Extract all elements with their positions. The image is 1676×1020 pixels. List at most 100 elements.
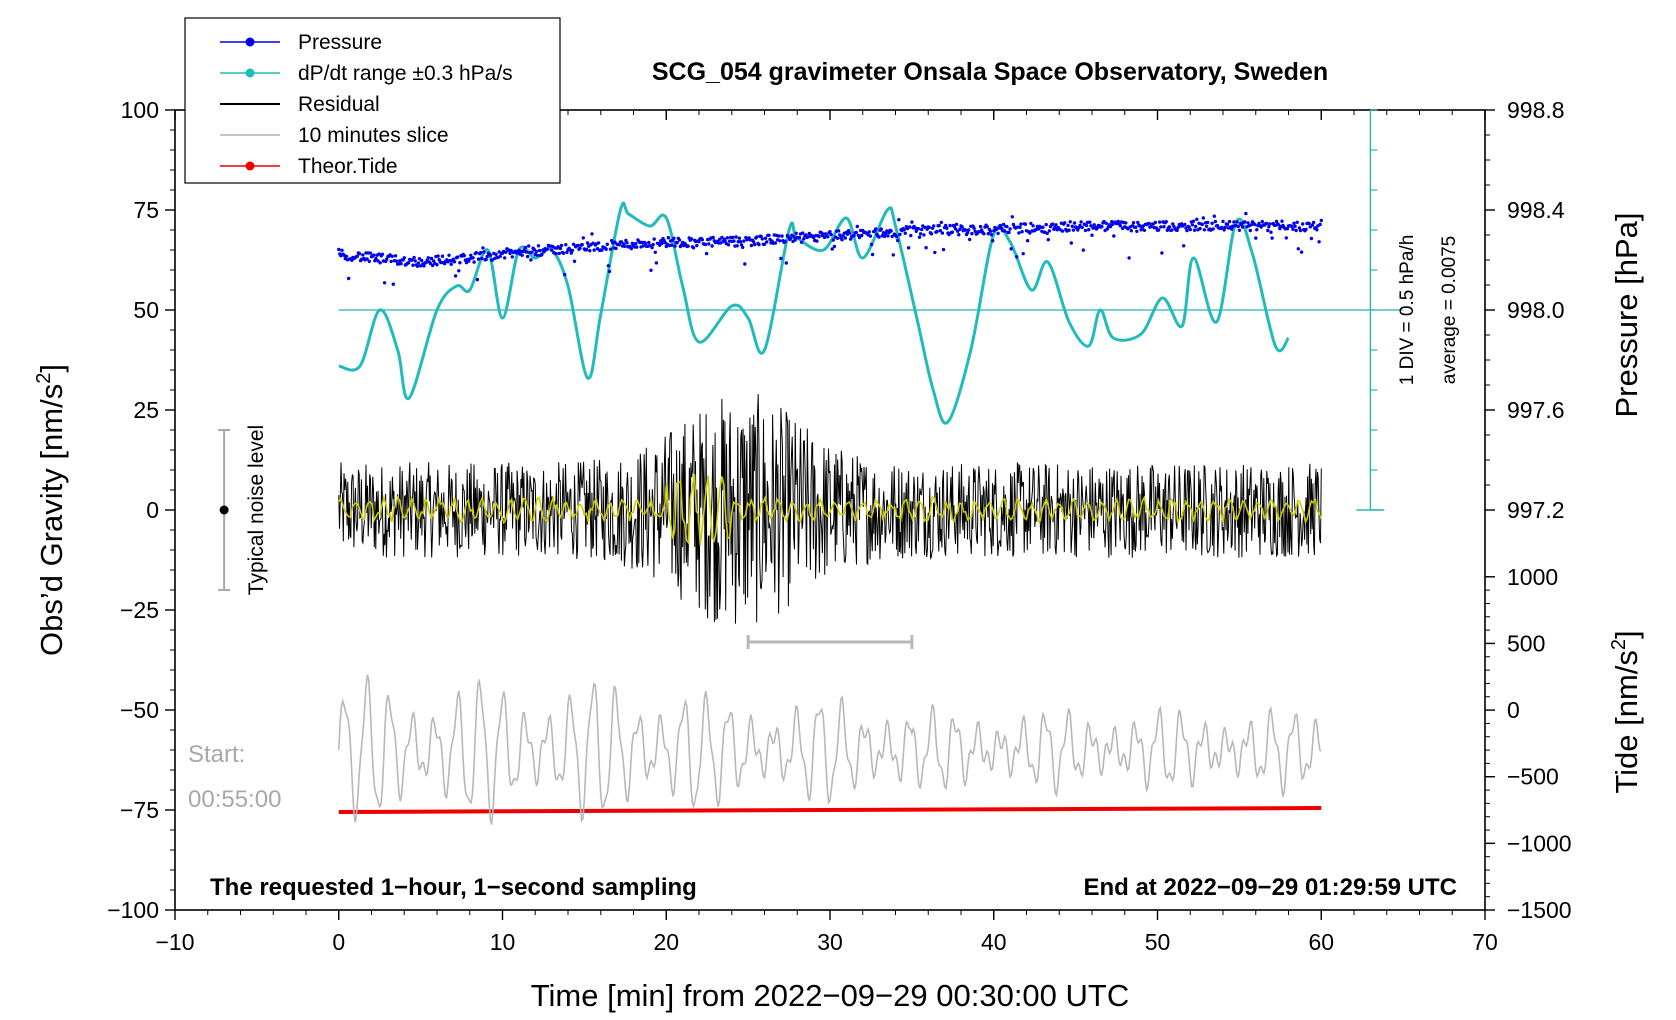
pressure-point [855,224,859,229]
pressure-point [924,246,928,250]
y-axis-tide: 1000 500 0 −500 −1000 −1500 [1485,564,1572,923]
pressure-point [440,254,445,258]
pressure-point [613,240,617,244]
pressure-point [908,225,912,229]
pressure-point [1088,220,1092,224]
pressure-point [1079,220,1083,224]
pressure-point [1241,225,1245,229]
pressure-point [1009,247,1013,251]
pressure-point [726,243,731,247]
pressure-point [909,233,913,238]
pressure-point [1156,228,1161,232]
legend: Pressure dP/dt range ±0.3 hPa/s Residual 10… [184,17,561,184]
noise-level-label: Typical noise level [245,425,268,595]
pressure-point [1202,228,1207,232]
pressure-point [794,231,798,235]
pressure-point [973,229,977,233]
pressure-point [1126,227,1130,231]
pressure-point [938,229,942,233]
pressure-point [948,223,952,228]
pressure-tick-label: 997.2 [1507,497,1565,523]
pressure-point [686,244,690,248]
pressure-point [841,234,845,238]
pressure-point [452,260,457,264]
pressure-point [1108,224,1113,229]
pressure-point [340,248,344,252]
pressure-point [1135,229,1139,233]
dpdt-average-label: average = 0.0075 [1439,236,1460,384]
pressure-point [1259,225,1263,229]
pressure-point [737,236,742,240]
pressure-point [932,224,936,228]
pressure-point [1221,219,1225,224]
series-layer [337,201,1324,825]
legend-label: Residual [298,93,380,116]
pressure-point [916,227,921,231]
pressure-point [762,242,767,246]
pressure-point [659,239,663,243]
x-axis-label: Time [min] from 2022−09−29 00:30:00 UTC [531,978,1130,1013]
pressure-point [783,239,787,244]
pressure-point [1160,251,1164,255]
pressure-point [944,223,948,228]
pressure-point [1015,255,1019,259]
pressure-point [542,250,546,254]
pressure-point [840,238,844,242]
tide-tick-label: 1000 [1507,564,1558,590]
pressure-point [1023,222,1028,226]
pressure-point [406,261,411,265]
pressure-point [891,253,895,257]
x-tick-label: 50 [1145,929,1171,955]
pressure-point [757,242,761,247]
pressure-point [472,260,476,264]
pressure-point [1028,231,1032,235]
pressure-point [929,232,934,236]
pressure-point [831,238,835,242]
x-tick-label: 60 [1308,929,1334,955]
pressure-point [1159,225,1163,229]
tide-tick-label: 500 [1507,630,1545,656]
pressure-point [1011,222,1016,227]
pressure-point [1201,216,1206,220]
pressure-point [1003,229,1007,233]
pressure-point [753,242,757,247]
pressure-point [629,246,633,251]
tide-tick-label: −1500 [1507,897,1572,923]
pressure-point [430,263,435,268]
pressure-point [725,236,730,240]
pressure-point [413,259,417,263]
pressure-point [1311,220,1316,225]
legend-label: dP/dt range ±0.3 hPa/s [298,62,513,85]
pressure-point [767,233,771,237]
pressure-point [695,243,699,248]
pressure-point [1266,228,1270,233]
pressure-point [488,253,493,257]
pressure-point [580,242,584,247]
pressure-point [972,226,976,230]
pressure-point [935,229,939,234]
pressure-point [1315,228,1319,232]
pressure-point [1044,222,1048,227]
pressure-point [898,232,902,237]
pressure-point [917,235,922,239]
y-tick-label: 0 [146,497,159,523]
pressure-point [380,252,385,256]
pressure-point [741,245,745,250]
pressure-point [874,227,878,231]
pressure-point [651,242,655,247]
pressure-point [1069,241,1074,245]
pressure-point [525,254,530,259]
pressure-point [1319,218,1324,223]
pressure-point [735,244,739,248]
pressure-point [372,253,376,257]
pressure-point [849,237,853,241]
pressure-point [1213,219,1218,224]
pressure-point [390,254,394,258]
pressure-point [889,229,893,233]
pressure-point [792,235,796,239]
start-label: Start: [188,741,245,768]
pressure-point [672,236,676,240]
pressure-point [590,232,594,236]
pressure-point [494,252,498,256]
